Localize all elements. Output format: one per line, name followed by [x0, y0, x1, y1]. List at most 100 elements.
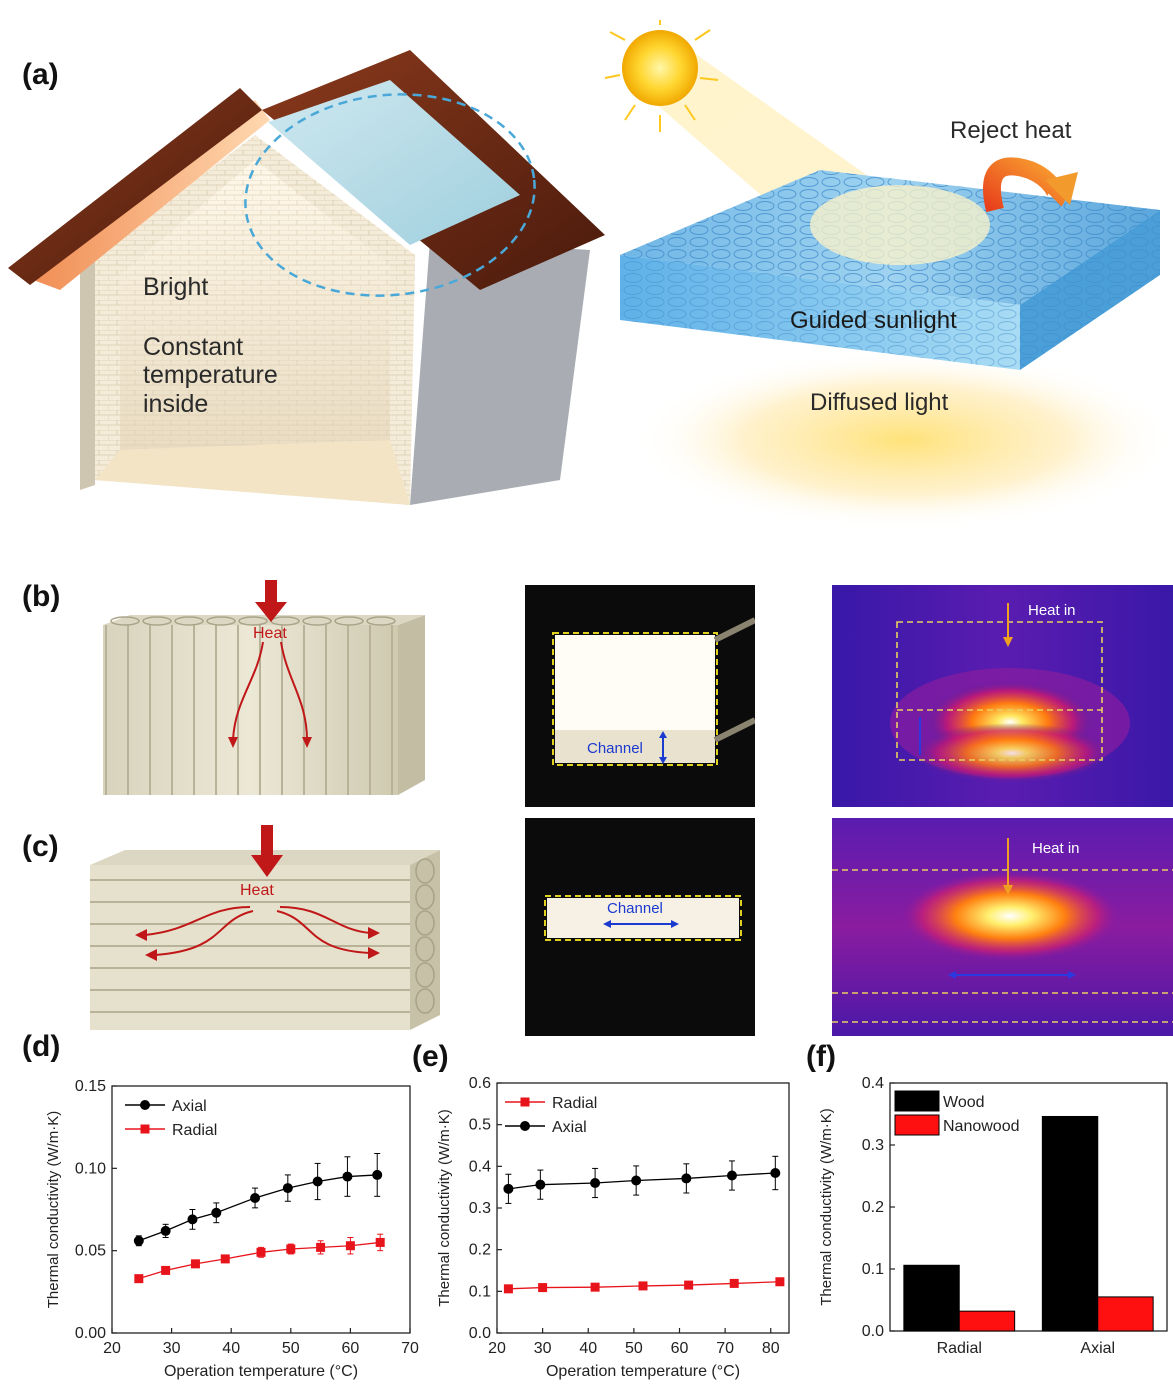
data-point-radial	[538, 1283, 548, 1293]
data-point-radial	[729, 1278, 739, 1288]
y-tick-label: 0.10	[75, 1160, 106, 1177]
data-point-axial	[681, 1173, 692, 1184]
axial-wood-photo: Channel	[525, 818, 755, 1036]
data-point-radial	[190, 1259, 200, 1269]
y-tick-label: 0.5	[469, 1117, 491, 1134]
data-point-radial	[375, 1237, 385, 1247]
data-point-axial	[590, 1178, 601, 1188]
data-point-radial	[256, 1247, 266, 1257]
panel-label-f: (f)	[806, 1040, 836, 1073]
panel-label-c: (c)	[22, 830, 59, 863]
data-point-axial	[211, 1207, 222, 1218]
y-axis-label: Thermal conductivity (W/m·K)	[818, 1108, 835, 1306]
plot-frame	[111, 1085, 411, 1334]
house-label-constant: Constant	[143, 333, 243, 361]
y-tick-label: 0.6	[469, 1075, 491, 1092]
house-label-bright: Bright	[143, 273, 208, 301]
plot-frame	[496, 1082, 790, 1334]
x-axis-label: Operation temperature (°C)	[164, 1363, 358, 1380]
panel-label-a: (a)	[22, 58, 59, 91]
y-tick-label: 0.0	[469, 1325, 491, 1342]
y-tick-label: 0.1	[469, 1283, 491, 1300]
chart-d: 20 30 40 50 60 70 0.00 0.05 0.10 0.15 Operation te…	[45, 1078, 419, 1380]
legend-label-radial: Radial	[552, 1095, 597, 1112]
data-point-axial	[342, 1171, 353, 1182]
bar-nanowood-radial	[958, 1310, 1016, 1332]
y-axis-label: Thermal conductivity (W/m·K)	[45, 1111, 62, 1309]
x-tick-label: 80	[762, 1340, 780, 1357]
y-tick-label: 0.15	[75, 1078, 106, 1095]
y-tick-label: 0.2	[862, 1199, 884, 1216]
x-tick-label: 70	[716, 1340, 734, 1357]
y-tick-label: 0.3	[862, 1137, 884, 1154]
radial-wood-photo: Channel	[525, 585, 755, 807]
data-point-radial	[316, 1242, 326, 1252]
x-tick-label: Axial	[1080, 1340, 1115, 1357]
legend-label-axial: Axial	[172, 1098, 207, 1115]
bar-wood-axial	[1041, 1115, 1099, 1332]
y-tick-label: 0.4	[862, 1075, 884, 1092]
axial-thermal-image: Heat in	[832, 818, 1173, 1036]
x-tick-label: 60	[671, 1340, 689, 1357]
x-tick-label: 50	[625, 1340, 643, 1357]
radial-thermal-image: Heat in	[832, 585, 1173, 807]
x-tick-label: Radial	[937, 1340, 982, 1357]
channel-label-c: Channel	[607, 900, 663, 917]
heat-in-label-c: Heat in	[1032, 840, 1080, 857]
x-tick-label: 70	[401, 1340, 419, 1357]
legend-label-nanowood: Nanowood	[943, 1118, 1020, 1135]
data-point-axial	[631, 1175, 642, 1186]
legend-marker	[140, 1100, 150, 1110]
nanowood-illustration: Reject heat Guided sunlight Diffused lig…	[604, 20, 1173, 530]
data-point-radial	[775, 1277, 785, 1287]
data-point-axial	[535, 1179, 546, 1190]
legend-swatch	[894, 1114, 940, 1136]
reject-heat-label: Reject heat	[950, 117, 1072, 144]
data-point-axial	[770, 1168, 781, 1178]
data-point-axial	[372, 1169, 383, 1180]
data-point-axial	[282, 1183, 293, 1194]
data-point-radial	[220, 1254, 230, 1264]
house-label-temperature: temperature	[143, 361, 278, 389]
data-point-axial	[187, 1214, 198, 1225]
data-point-axial	[160, 1225, 171, 1236]
y-tick-label: 0.0	[862, 1323, 884, 1340]
axial-wood-block: Heat	[90, 825, 440, 1030]
x-tick-label: 20	[103, 1340, 121, 1357]
data-point-axial	[250, 1192, 261, 1203]
guided-sunlight-label: Guided sunlight	[790, 307, 957, 334]
legend-marker	[520, 1097, 530, 1107]
legend-label-wood: Wood	[943, 1094, 985, 1111]
y-tick-label: 0.3	[469, 1200, 491, 1217]
data-point-radial	[638, 1281, 648, 1291]
legend-swatch	[894, 1090, 940, 1112]
house-illustration: Bright Constant temperature inside	[8, 50, 605, 505]
radial-wood-block: Heat	[103, 580, 425, 795]
legend-label-radial: Radial	[172, 1122, 217, 1139]
legend-marker	[520, 1121, 530, 1131]
x-tick-label: 50	[282, 1340, 300, 1357]
heat-label-c: Heat	[240, 882, 274, 899]
y-tick-label: 0.05	[75, 1243, 106, 1260]
x-tick-label: 40	[579, 1340, 597, 1357]
x-tick-label: 30	[163, 1340, 181, 1357]
data-point-radial	[345, 1241, 355, 1251]
x-tick-label: 60	[342, 1340, 360, 1357]
bar-nanowood-axial	[1097, 1296, 1154, 1332]
x-tick-label: 20	[488, 1340, 506, 1357]
bar-wood-radial	[903, 1264, 960, 1332]
y-tick-label: 0.2	[469, 1242, 491, 1259]
data-point-axial	[726, 1170, 737, 1181]
y-tick-label: 0.4	[469, 1158, 491, 1175]
data-point-radial	[134, 1274, 144, 1284]
x-tick-label: 30	[534, 1340, 552, 1357]
panel-label-d: (d)	[22, 1030, 61, 1063]
data-point-axial	[133, 1235, 144, 1246]
y-tick-label: 0.00	[75, 1325, 106, 1342]
legend-label-axial: Axial	[552, 1119, 587, 1136]
channel-label-b: Channel	[587, 740, 643, 757]
house-label-inside: inside	[143, 390, 208, 418]
chart-f: 0.0 0.1 0.2 0.3 0.4 Thermal conductivity (W/m…	[818, 1075, 1168, 1357]
x-axis-label: Operation temperature (°C)	[546, 1363, 740, 1380]
heat-in-label-b: Heat in	[1028, 602, 1076, 619]
